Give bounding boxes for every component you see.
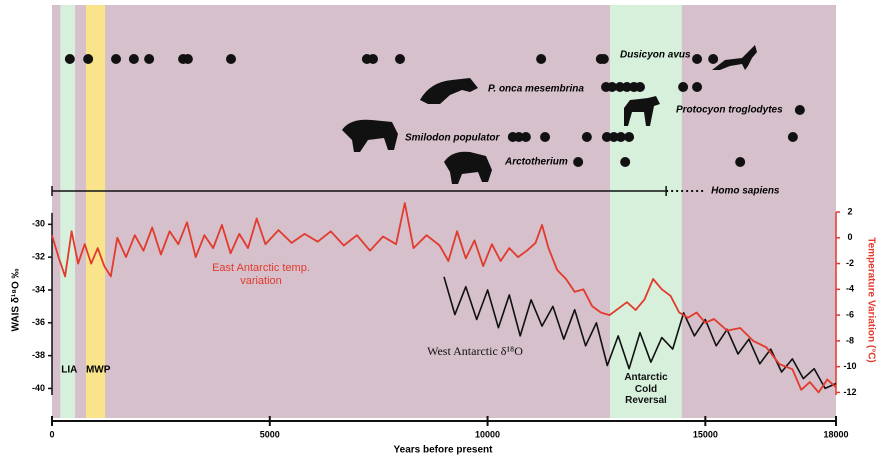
y-tick-label: -32 bbox=[32, 252, 45, 262]
species-label: Smilodon populator bbox=[405, 133, 501, 144]
y2-axis-title: Temperature Variation (°C) bbox=[865, 237, 876, 363]
occurrence-dot bbox=[129, 54, 139, 64]
occurrence-dot bbox=[573, 157, 583, 167]
occurrence-dot bbox=[795, 105, 805, 115]
y2-tick-label: -6 bbox=[846, 309, 854, 319]
y2-tick-label: 2 bbox=[847, 206, 852, 216]
y2-tick-label: 0 bbox=[847, 232, 852, 242]
occurrence-dot bbox=[599, 54, 609, 64]
occurrence-dot bbox=[692, 82, 702, 92]
y-tick-label: -30 bbox=[32, 219, 45, 229]
x-tick-label: 18000 bbox=[823, 429, 848, 439]
occurrence-dot bbox=[111, 54, 121, 64]
y-tick-label: -36 bbox=[32, 317, 45, 327]
period-band bbox=[60, 5, 75, 418]
occurrence-dot bbox=[788, 132, 798, 142]
y2-tick-label: -8 bbox=[846, 335, 854, 345]
occurrence-dot bbox=[226, 54, 236, 64]
y2-tick-label: -10 bbox=[843, 361, 856, 371]
band-label: MWP bbox=[86, 365, 111, 376]
y-tick-label: -40 bbox=[32, 383, 45, 393]
occurrence-dot bbox=[540, 132, 550, 142]
y2-tick-label: -2 bbox=[846, 258, 854, 268]
y-tick-label: -38 bbox=[32, 350, 45, 360]
occurrence-dot bbox=[635, 82, 645, 92]
species-label: P. onca mesembrina bbox=[488, 84, 584, 95]
occurrence-dot bbox=[536, 54, 546, 64]
period-band bbox=[610, 5, 682, 418]
x-tick-label: 10000 bbox=[475, 429, 500, 439]
occurrence-dot bbox=[708, 54, 718, 64]
species-label: Protocyon troglodytes bbox=[676, 105, 783, 116]
species-label: Arctotherium bbox=[504, 157, 568, 168]
x-tick-label: 0 bbox=[49, 429, 54, 439]
occurrence-dot bbox=[144, 54, 154, 64]
occurrence-dot bbox=[65, 54, 75, 64]
acr-label: Antarctic Cold Reversal bbox=[614, 372, 678, 407]
y-axis-title: WAIS δ¹⁸O ‰ bbox=[11, 268, 22, 331]
west-antarctic-annotation: West Antarctic δ¹⁸O bbox=[400, 345, 550, 359]
occurrence-dot bbox=[368, 54, 378, 64]
page: {"chart_data": { "type": "line", "xlabel… bbox=[0, 0, 879, 461]
occurrence-dot bbox=[692, 54, 702, 64]
occurrence-dot bbox=[678, 82, 688, 92]
chart: LIA MWP 0 5000 10000 15000 18000 -30 -32 -34 -36 -… bbox=[0, 0, 879, 461]
occurrence-dot bbox=[183, 54, 193, 64]
east-antarctic-annotation: East Antarctic temp. variation bbox=[205, 262, 317, 287]
period-band bbox=[86, 5, 105, 418]
occurrence-dot bbox=[620, 157, 630, 167]
species-label: Dusicyon avus bbox=[620, 50, 691, 61]
occurrence-dot bbox=[83, 54, 93, 64]
y-tick-label: -34 bbox=[32, 284, 45, 294]
x-axis-title: Years before present bbox=[394, 445, 494, 456]
occurrence-dot bbox=[582, 132, 592, 142]
y2-tick-label: -12 bbox=[843, 387, 856, 397]
occurrence-dot bbox=[735, 157, 745, 167]
occurrence-dot bbox=[395, 54, 405, 64]
occurrence-dot bbox=[624, 132, 634, 142]
x-tick-label: 5000 bbox=[260, 429, 280, 439]
y2-tick-label: -4 bbox=[846, 284, 854, 294]
species-label: Homo sapiens bbox=[711, 186, 780, 197]
band-label: LIA bbox=[61, 365, 77, 376]
x-tick-label: 15000 bbox=[693, 429, 718, 439]
occurrence-dot bbox=[521, 132, 531, 142]
